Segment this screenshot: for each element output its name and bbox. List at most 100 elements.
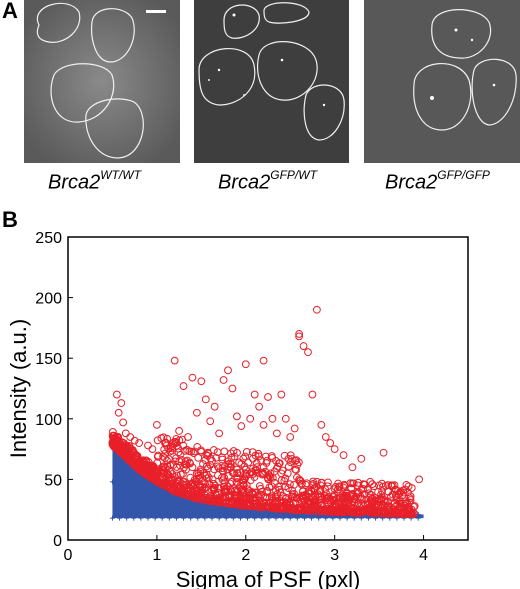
blue-plus-marker <box>223 508 229 514</box>
red-circle-point <box>152 469 161 478</box>
red-circle-point <box>139 468 147 476</box>
red-circle-point <box>255 482 264 490</box>
red-circle-point <box>206 460 215 469</box>
blue-plus-marker <box>173 502 179 508</box>
red-circle-point <box>276 504 285 513</box>
blue-plus-marker <box>266 510 272 516</box>
red-circle-point <box>353 489 362 498</box>
red-circle-point <box>314 490 323 499</box>
red-circle-point <box>295 330 304 338</box>
red-circle-point <box>239 454 248 463</box>
red-circle-point <box>391 485 400 494</box>
red-circle-point <box>228 500 236 508</box>
blue-plus-marker <box>415 511 421 517</box>
red-circle-point <box>179 478 188 486</box>
red-circle-point <box>251 501 260 509</box>
red-circle-point <box>212 453 221 462</box>
label-genotype: GFP/GFP <box>437 168 490 182</box>
red-circle-point <box>403 509 411 518</box>
red-circle-point <box>233 469 241 477</box>
red-circle-point <box>120 440 129 449</box>
x-tick-label: 0 <box>64 547 73 564</box>
red-circle-point <box>197 447 205 456</box>
red-circle-point <box>277 390 286 399</box>
red-circle-point <box>286 451 295 460</box>
red-circle-point <box>224 366 232 375</box>
red-circle-point <box>130 436 139 445</box>
red-circle-point <box>348 490 357 498</box>
panel-a-letter: A <box>2 0 18 23</box>
red-circle-point <box>200 490 209 498</box>
red-circle-point <box>264 393 272 401</box>
red-circle-point <box>215 429 224 438</box>
red-circle-point <box>294 458 303 467</box>
red-circle-point <box>348 508 357 517</box>
blue-plus-marker <box>131 488 137 494</box>
red-circle-point <box>114 408 123 417</box>
red-circle-point <box>406 492 415 501</box>
blue-plus-marker <box>223 515 229 521</box>
red-circle-point <box>241 465 250 474</box>
red-circle-point <box>192 408 201 417</box>
red-circle-point <box>189 478 197 487</box>
red-circle-point <box>336 493 345 502</box>
label-brca2-gfp-gfp: Brca2GFP/GFP <box>385 168 490 195</box>
red-circle-point <box>277 469 286 478</box>
red-circle-point <box>295 332 304 341</box>
red-circle-point <box>384 487 392 496</box>
red-circle-point <box>299 342 308 350</box>
red-circle-point <box>193 493 202 502</box>
y-axis-title: Intensity (a.u.) <box>6 319 31 458</box>
red-circle-point <box>393 509 402 518</box>
red-circle-point <box>241 452 250 461</box>
red-circle-point <box>388 509 397 518</box>
red-circle-point <box>318 505 327 514</box>
red-circle-point <box>119 418 128 427</box>
blue-plus-marker <box>209 515 215 521</box>
blue-plus-marker <box>173 515 179 521</box>
blue-plus-marker <box>188 504 194 510</box>
red-circle-point <box>146 462 155 471</box>
red-circle-point <box>357 499 365 508</box>
red-circle-point <box>284 462 293 471</box>
red-circle-point <box>330 485 339 493</box>
red-circle-point <box>312 305 321 314</box>
red-circle-point <box>337 508 346 517</box>
red-circle-point <box>175 477 184 485</box>
red-circle-point <box>163 479 172 488</box>
blue-plus-marker <box>145 515 151 521</box>
red-circle-point <box>124 455 133 464</box>
red-circle-point <box>170 473 179 481</box>
red-circle-point <box>237 422 246 430</box>
y-tick-label: 200 <box>35 291 62 308</box>
red-circle-point <box>142 456 150 465</box>
blue-plus-marker <box>181 503 187 509</box>
red-circle-point <box>188 373 197 382</box>
red-circle-point <box>401 485 410 494</box>
red-circle-point <box>179 382 188 390</box>
label-genotype: GFP/WT <box>270 168 317 182</box>
micrograph-brca2-gfp-gfp <box>364 0 520 163</box>
red-circle-point <box>267 452 276 460</box>
red-circle-point <box>249 469 258 478</box>
red-circle-point <box>180 463 188 472</box>
label-brca2-gfp-wt: Brca2GFP/WT <box>218 168 317 195</box>
red-circle-point <box>290 480 298 489</box>
micrograph-brca2-wt-wt <box>24 0 180 163</box>
red-circle-point <box>211 481 219 490</box>
red-circle-point <box>321 433 330 441</box>
red-circle-point <box>174 448 183 457</box>
red-circle-point <box>274 459 283 468</box>
blue-plus-marker <box>181 515 187 521</box>
blue-plus-marker <box>124 515 130 521</box>
red-circle-point <box>362 506 371 515</box>
red-circle-point <box>138 456 147 465</box>
red-circle-point <box>152 420 161 429</box>
red-circle-point <box>324 478 332 487</box>
red-circle-point <box>415 475 424 484</box>
red-circle-point <box>366 477 375 486</box>
red-circle-point <box>291 456 300 465</box>
red-circle-point <box>255 452 263 461</box>
red-circle-point <box>177 479 186 488</box>
red-circle-point <box>349 507 358 516</box>
